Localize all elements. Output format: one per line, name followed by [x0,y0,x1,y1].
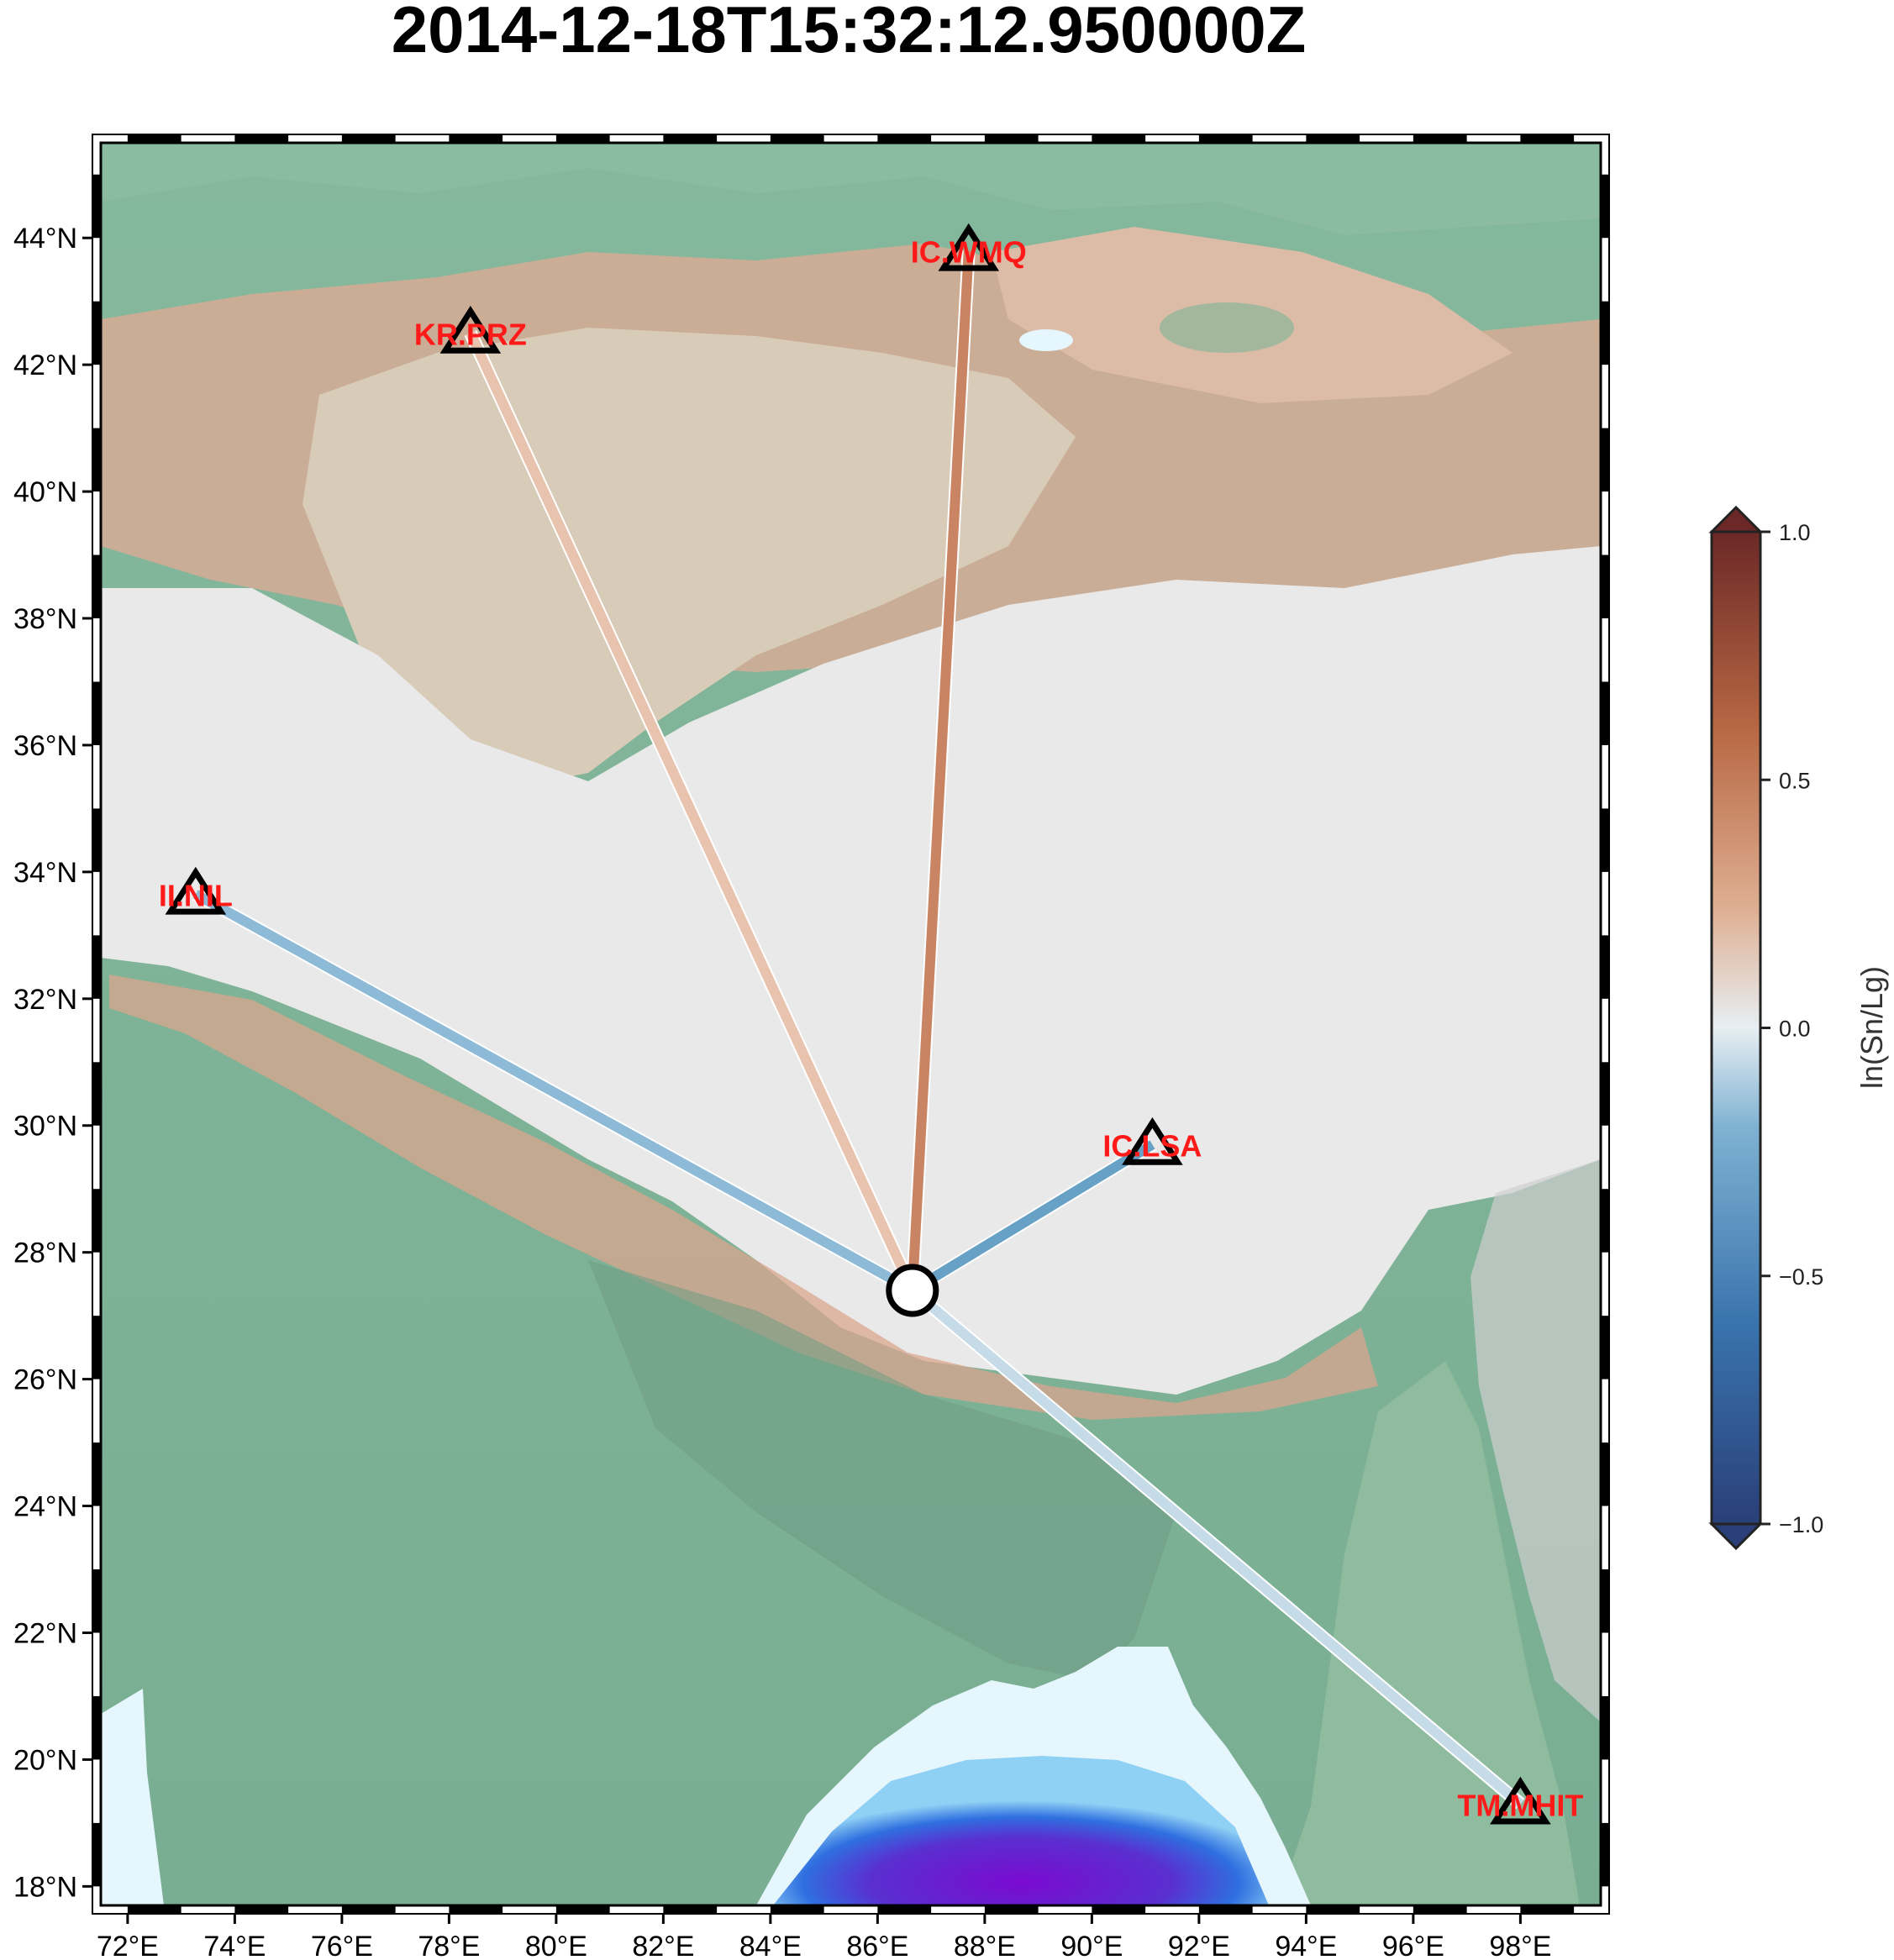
longitude-axis: 72°E 74°E 76°E 78°E 80°E 82°E 84°E 86°E 88°E 90°E… [97,1914,1551,1960]
lon-tick-label: 98°E [1489,1931,1551,1960]
colorbar-label: ln(Sn/Lg) [1855,966,1889,1089]
relief-map [101,143,1601,1905]
ray-path-kr-prz [466,330,918,1293]
bay-of-bengal-deep [773,1756,1269,1905]
station-triangle-icon[interactable] [165,866,227,915]
colorbar-tick-label: −1.0 [1779,1512,1823,1537]
lat-tick-label: 28°N [13,1237,77,1269]
lon-tick-label: 80°E [525,1931,587,1960]
lon-tick-label: 92°E [1168,1931,1230,1960]
lon-tick-label: 90°E [1060,1931,1123,1960]
lat-tick-label: 18°N [13,1871,77,1903]
ganges-plain [588,1260,1176,1680]
lat-tick-label: 40°N [13,476,77,508]
lon-tick-label: 82°E [632,1931,694,1960]
event-marker[interactable] [886,1264,939,1317]
colorbar-min-arrow [1708,1522,1764,1551]
lat-tick-label: 36°N [13,730,77,762]
lon-tick-label: 86°E [846,1931,908,1960]
colorbar-tick-label: 1.0 [1779,520,1811,545]
lon-tick-label: 84°E [739,1931,802,1960]
ray-path-ii-nil [192,890,915,1295]
station-triangle-icon[interactable] [439,305,502,354]
lat-tick-label: 44°N [13,223,77,255]
map-frame [92,134,1610,1915]
lon-tick-label: 74°E [203,1931,266,1960]
station-label: IC.LSA [1102,1128,1202,1163]
lake-shadow [1160,302,1294,353]
arabian-sea [101,1689,164,1905]
lon-tick-label: 88°E [954,1931,1016,1960]
ray-path-tm-mhit [908,1286,1524,1808]
station-label: TM.MHIT [1457,1788,1583,1822]
colorbar: 1.0 0.5 0.0 −0.5 −1.0 ln(Sn/Lg) [1708,505,1889,1551]
lon-tick-label: 76°E [311,1931,373,1960]
station-triangle-icon[interactable] [938,223,1000,271]
station-triangle-icon[interactable] [1122,1117,1183,1165]
figure-title: 2014-12-18T15:32:12.950000Z [392,0,1306,66]
lat-tick-label: 34°N [13,857,77,889]
colorbar-tick-label: −0.5 [1779,1264,1823,1290]
ray-path-ic-lsa [909,1140,1155,1295]
stations [165,223,1551,1825]
lat-tick-label: 22°N [13,1617,77,1649]
station-label: KR.PRZ [414,317,527,351]
lat-tick-label: 42°N [13,349,77,381]
colorbar-tick-label: 0.0 [1779,1017,1811,1042]
northern-steppe [101,143,1601,235]
lat-tick-label: 20°N [13,1744,77,1776]
station-triangle-icon[interactable] [1490,1776,1551,1825]
himalaya-foothills [109,975,1378,1420]
lat-tick-label: 26°N [13,1364,77,1396]
lat-tick-label: 30°N [13,1111,77,1143]
lake [1019,329,1073,351]
ray-paths [192,250,1525,1810]
tarim-basin [303,328,1076,790]
station-label: II.NIL [159,878,233,912]
colorbar-scale [1710,530,1762,1526]
indo-burma-hills [1277,1361,1580,1905]
lon-tick-label: 78°E [418,1931,480,1960]
colorbar-tick-label: 0.5 [1779,768,1811,793]
eastern-ranges [1470,1159,1601,1722]
lon-tick-label: 72°E [97,1931,159,1960]
station-label: IC.WMQ [911,234,1027,269]
station-labels: IC.WMQ KR.PRZ II.NIL IC.LSA TM.MHIT [159,234,1584,1822]
colorbar-max-arrow [1708,505,1764,533]
lat-tick-label: 38°N [13,603,77,635]
lat-tick-label: 24°N [13,1491,77,1523]
ray-path-ic-wmq [907,250,974,1291]
latitude-axis: 18°N 20°N 22°N 24°N 26°N 28°N 30°N 32°N 34°N 36°N… [13,223,92,1903]
tibetan-plateau [101,546,1601,1395]
lon-tick-label: 96°E [1382,1931,1444,1960]
lat-tick-label: 32°N [13,984,77,1016]
lon-tick-label: 94°E [1275,1931,1337,1960]
